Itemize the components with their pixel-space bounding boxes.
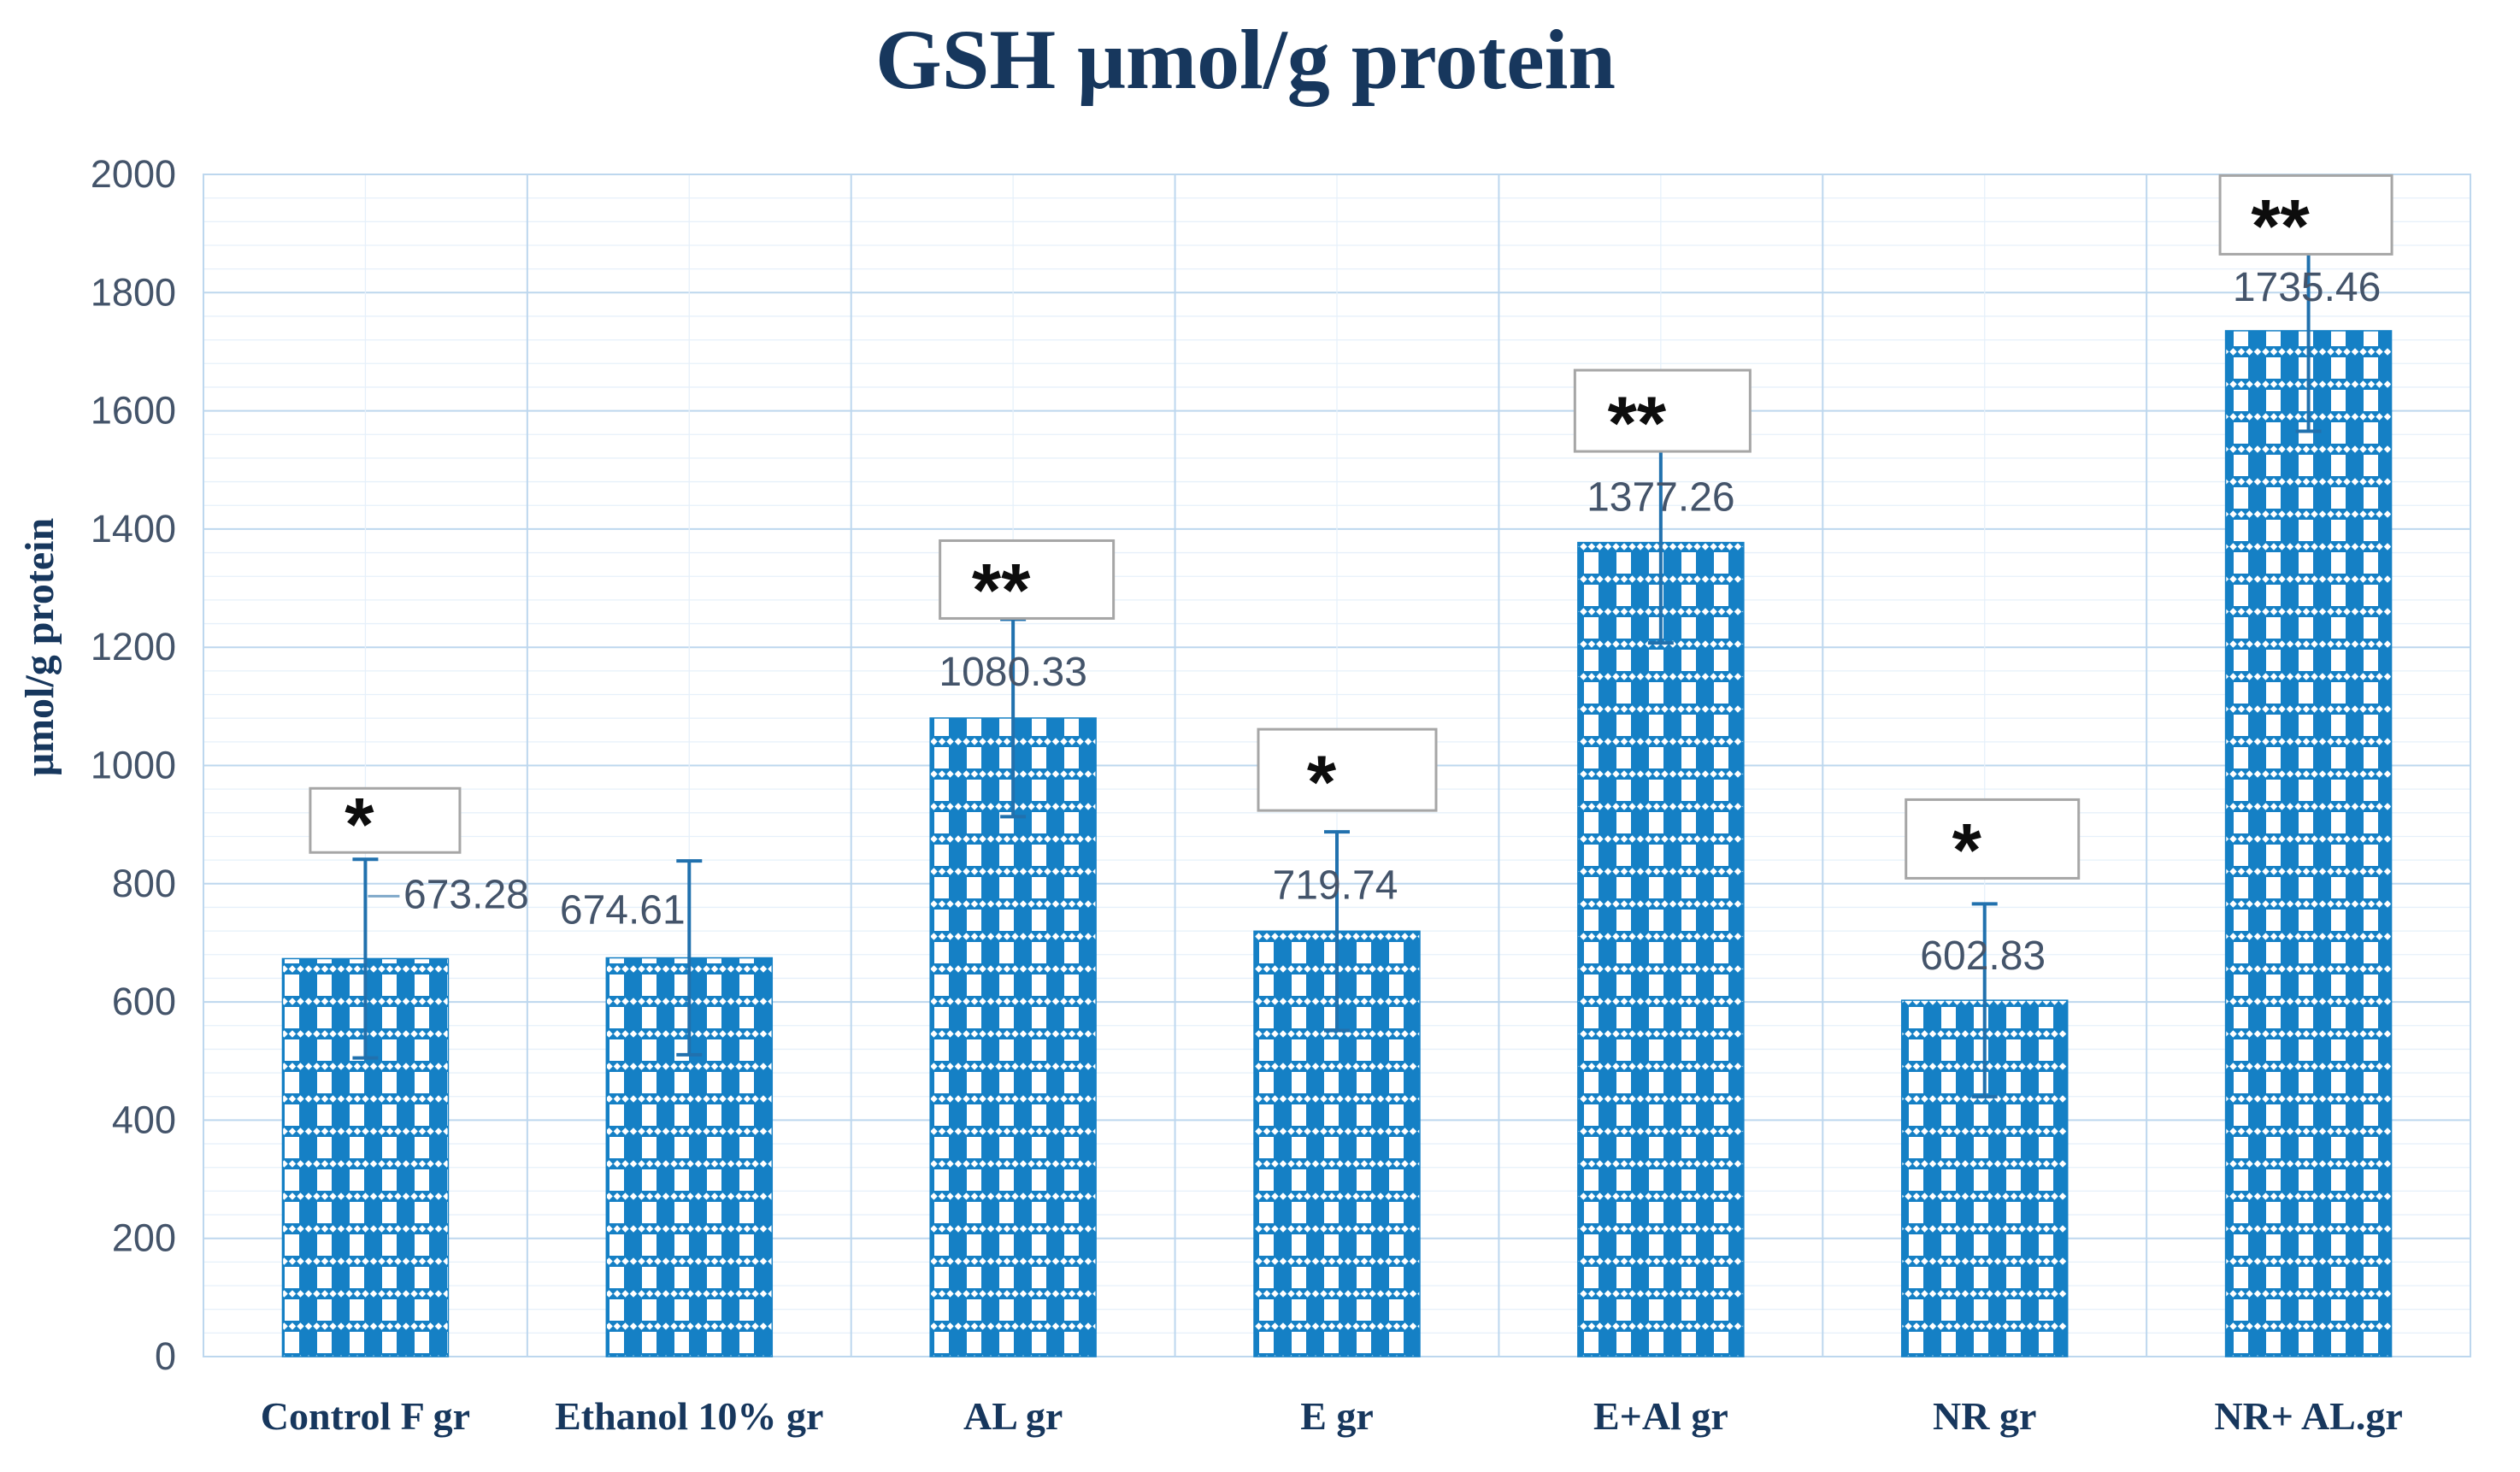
bar-value-label: 673.28 — [403, 872, 529, 917]
y-tick-label: 1200 — [91, 625, 176, 668]
y-axis-tick-labels: 0 200 400 600 800 1000 1200 1400 1600 1800 2000 — [91, 152, 176, 1378]
y-tick-label: 800 — [112, 862, 176, 905]
y-tick-label: 1000 — [91, 744, 176, 787]
bar — [929, 717, 1097, 1357]
significance-marker: ** — [1608, 380, 1667, 465]
y-tick-label: 200 — [112, 1216, 176, 1260]
chart-title: GSH μmol/g protein — [875, 12, 1616, 107]
bar-value-label: 602.83 — [1920, 933, 2046, 979]
value-labels: 673.28 674.61 1080.33 719.74 1377.26 602.83 17… — [368, 265, 2381, 979]
x-category-label: NR+ AL.gr — [2214, 1394, 2402, 1438]
y-tick-label: 0 — [155, 1334, 176, 1378]
x-category-label: Ethanol 10% gr — [555, 1394, 823, 1438]
x-axis-category-labels: Control F gr Ethanol 10% gr AL gr E gr E+Al … — [261, 1394, 2403, 1438]
x-category-label: E+Al gr — [1593, 1394, 1728, 1438]
bar-value-label: 1080.33 — [939, 650, 1087, 695]
significance-marker: ** — [972, 547, 1031, 632]
y-tick-label: 2000 — [91, 152, 176, 196]
bar — [2224, 330, 2393, 1357]
error-bars — [352, 228, 2322, 1098]
bar-value-label: 1735.46 — [2233, 265, 2382, 310]
significance-marker: * — [1307, 739, 1337, 824]
significance-box — [309, 786, 462, 854]
y-axis-title: μmol/g protein — [17, 518, 62, 776]
x-category-label: AL gr — [963, 1394, 1063, 1438]
significance-marker: * — [1952, 807, 1982, 892]
y-tick-label: 1400 — [91, 507, 176, 551]
y-tick-label: 1800 — [91, 270, 176, 314]
significance-box — [939, 539, 1116, 620]
significance-annotations: ********* — [309, 174, 2393, 892]
significance-box — [1573, 368, 1752, 453]
bar-value-label: 719.74 — [1273, 863, 1398, 908]
significance-box — [2218, 174, 2393, 256]
significance-box — [1257, 727, 1438, 812]
bar-value-label: 1377.26 — [1587, 475, 1735, 521]
y-tick-label: 400 — [112, 1098, 176, 1141]
x-category-label: Control F gr — [261, 1394, 470, 1438]
significance-marker: * — [344, 781, 374, 866]
significance-box — [1905, 798, 2081, 880]
x-category-label: NR gr — [1933, 1394, 2036, 1438]
bars — [281, 330, 2393, 1357]
y-tick-label: 600 — [112, 980, 176, 1023]
x-category-label: E gr — [1300, 1394, 1374, 1438]
bar-value-label: 674.61 — [560, 888, 686, 933]
significance-marker: ** — [2251, 183, 2310, 268]
bar — [1577, 541, 1745, 1357]
y-tick-label: 1600 — [91, 389, 176, 433]
